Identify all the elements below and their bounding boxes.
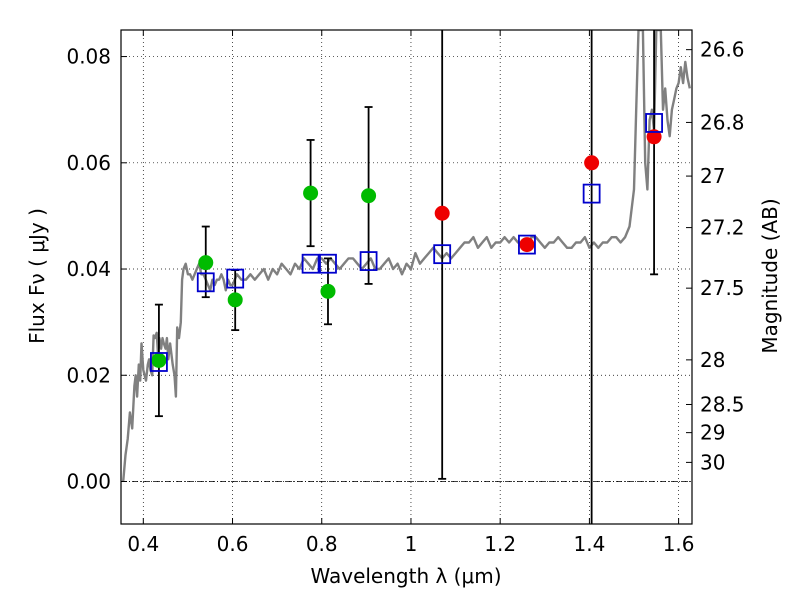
- data-point-circle: [646, 129, 662, 145]
- model-spectrum: [122, 30, 691, 482]
- y-tick-label: 0.04: [66, 257, 111, 281]
- x-tick-label: 1: [405, 532, 418, 556]
- x-tick-label: 1.6: [663, 532, 695, 556]
- y-tick-label: 0.08: [66, 45, 111, 69]
- data-point-circle: [151, 352, 167, 368]
- y-tick-label: 0.02: [66, 363, 111, 387]
- data-point-circle: [434, 205, 450, 221]
- data-point-circle: [227, 292, 243, 308]
- grid-lines: [121, 30, 692, 524]
- y-axis-ticks: 0.00 0.02 0.04 0.06 0.08: [66, 45, 127, 494]
- model-point-square: [518, 234, 536, 255]
- model-point-square: [433, 244, 452, 265]
- magnitude-tick-label: 27: [700, 164, 725, 188]
- y-tick-label: 0.06: [66, 151, 111, 175]
- model-point-square: [359, 251, 378, 271]
- model-point-square: [150, 352, 168, 372]
- magnitude-tick-label: 28: [700, 348, 725, 372]
- y-axis-title: Flux Fν ( μJy ): [25, 208, 49, 344]
- model-spectrum-line: [122, 30, 691, 482]
- x-tick-label: 1.4: [573, 532, 605, 556]
- magnitude-tick-label: 26.6: [700, 38, 745, 62]
- x-tick-label: 1.2: [484, 532, 516, 556]
- model-point-square: [226, 268, 245, 289]
- data-point-circle: [361, 188, 377, 204]
- data-point-circle: [303, 185, 319, 201]
- y-tick-label: 0.00: [66, 470, 111, 494]
- magnitude-tick-label: 26.8: [700, 110, 745, 134]
- model-point-square: [301, 253, 320, 274]
- data-point-circle: [584, 155, 600, 171]
- magnitude-tick-label: 29: [700, 421, 725, 445]
- model-point-square: [196, 272, 215, 293]
- x-axis-ticks: 0.4 0.6 0.8 1 1.2 1.4 1.6: [127, 30, 695, 556]
- error-bars: [154, 30, 659, 524]
- plot-frame: [120, 29, 693, 525]
- magnitude-tick-label: 27.2: [700, 216, 745, 240]
- data-point-circle: [519, 237, 535, 253]
- model-point-square: [319, 253, 337, 274]
- magnitude-tick-label: 28.5: [700, 392, 745, 416]
- data-point-circle: [198, 255, 214, 271]
- magnitude-tick-label: 30: [700, 450, 725, 474]
- magnitude-tick-label: 27.5: [700, 276, 745, 300]
- data-markers: [150, 113, 663, 372]
- magnitude-axis-title: Magnitude (AB): [758, 198, 782, 353]
- x-tick-label: 0.6: [217, 532, 249, 556]
- x-tick-label: 0.8: [306, 532, 338, 556]
- model-point-square: [645, 113, 663, 133]
- data-point-circle: [320, 283, 336, 299]
- x-axis-title: Wavelength λ (μm): [310, 564, 501, 588]
- magnitude-axis-ticks: 26.6 26.8 27 27.2 27.5 28 28.5 29 30: [686, 38, 745, 474]
- x-tick-label: 0.4: [127, 532, 159, 556]
- model-point-square: [582, 183, 601, 204]
